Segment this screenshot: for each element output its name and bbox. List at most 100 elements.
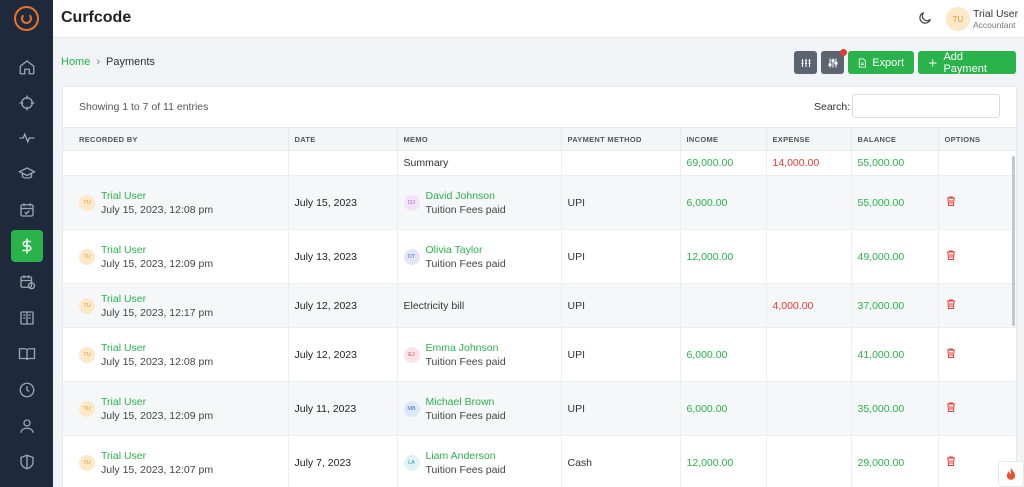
user-role: Accountant [973, 20, 1016, 30]
summary-row: Summary 69,000.00 14,000.00 55,000.00 [63, 150, 1016, 176]
entries-info: Showing 1 to 7 of 11 entries [79, 101, 209, 113]
breadcrumb-separator: › [96, 56, 101, 68]
clock-icon[interactable] [11, 374, 43, 406]
header-balance[interactable]: BALANCE [851, 127, 939, 151]
memo-text: Tuition Fees paid [425, 355, 506, 368]
recorded-at: July 15, 2023, 12:08 pm [101, 355, 214, 368]
table-row: TU Trial User July 15, 2023, 12:09 pm Ju… [63, 381, 1016, 436]
payment-method: UPI [561, 327, 681, 382]
recorder-link[interactable]: Trial User [101, 449, 147, 462]
memo-student-link[interactable]: Emma Johnson [425, 341, 499, 354]
memo-text: Tuition Fees paid [425, 463, 506, 476]
memo-student-link[interactable]: Liam Anderson [425, 449, 496, 462]
export-button[interactable]: Export [848, 51, 914, 74]
graduation-cap-icon[interactable] [11, 158, 43, 190]
delete-icon[interactable] [945, 195, 957, 207]
payments-table: RECORDED BY DATE MEMO PAYMENT METHOD INC… [63, 127, 1016, 487]
home-icon[interactable] [11, 51, 43, 83]
header-recorded-by[interactable]: RECORDED BY [63, 127, 289, 151]
calendar-clock-icon[interactable] [11, 266, 43, 298]
balance-value: 37,000.00 [851, 283, 939, 328]
recorded-at: July 15, 2023, 12:17 pm [101, 306, 214, 319]
user-icon[interactable] [11, 410, 43, 442]
expense-value [766, 229, 852, 284]
file-icon [858, 57, 866, 68]
table-header-row: RECORDED BY DATE MEMO PAYMENT METHOD INC… [63, 127, 1016, 151]
search-input[interactable] [852, 94, 1000, 118]
recorded-at: July 15, 2023, 12:09 pm [101, 257, 214, 270]
add-payment-button[interactable]: Add Payment [918, 50, 1016, 75]
memo-text: Electricity bill [397, 283, 562, 328]
balance-value: 29,000.00 [851, 435, 939, 487]
memo-text: Tuition Fees paid [425, 257, 506, 270]
payment-date: July 11, 2023 [288, 381, 398, 436]
search-label: Search: [814, 101, 851, 113]
delete-icon[interactable] [945, 298, 957, 310]
calendar-check-icon[interactable] [11, 194, 43, 226]
book-open-icon[interactable] [11, 302, 43, 334]
filter-button[interactable] [821, 51, 844, 74]
delete-icon[interactable] [945, 401, 957, 413]
payment-method: Cash [561, 435, 681, 487]
expense-value [766, 435, 852, 487]
app-logo-icon[interactable] [14, 6, 39, 31]
summary-income: 69,000.00 [680, 150, 767, 176]
recorder-link[interactable]: Trial User [101, 395, 147, 408]
columns-button[interactable] [794, 51, 817, 74]
user-avatar[interactable]: TU [946, 7, 970, 31]
recorder-avatar: TU [79, 194, 95, 211]
payment-date: July 7, 2023 [288, 435, 398, 487]
memo-text: Tuition Fees paid [425, 203, 506, 216]
memo-student-link[interactable]: David Johnson [425, 189, 495, 202]
recorder-link[interactable]: Trial User [101, 189, 147, 202]
payment-method: UPI [561, 175, 681, 230]
memo-student-link[interactable]: Michael Brown [425, 395, 495, 408]
payment-date: July 12, 2023 [288, 283, 398, 328]
expense-value [766, 327, 852, 382]
delete-icon[interactable] [945, 347, 957, 359]
income-value: 6,000.00 [680, 381, 767, 436]
breadcrumb-home-link[interactable]: Home [61, 56, 91, 68]
book-icon[interactable] [11, 338, 43, 370]
header-options: OPTIONS [938, 127, 1016, 151]
moon-icon[interactable] [917, 10, 933, 26]
balance-value: 35,000.00 [851, 381, 939, 436]
activity-icon[interactable] [11, 122, 43, 154]
income-value: 6,000.00 [680, 175, 767, 230]
app-title: Curfcode [61, 9, 132, 26]
breadcrumb-current: Payments [106, 56, 155, 68]
recorder-link[interactable]: Trial User [101, 243, 147, 256]
user-name: Trial User [973, 8, 1019, 20]
columns-icon [801, 58, 810, 67]
income-value: 12,000.00 [680, 435, 767, 487]
recorder-avatar: TU [79, 248, 95, 265]
add-payment-label: Add Payment [943, 50, 987, 75]
payment-method: UPI [561, 381, 681, 436]
memo-avatar: LA [403, 454, 420, 471]
header-memo[interactable]: MEMO [397, 127, 562, 151]
header-income[interactable]: INCOME [680, 127, 767, 151]
delete-icon[interactable] [945, 249, 957, 261]
summary-expense: 14,000.00 [766, 150, 852, 176]
dollar-icon[interactable] [11, 230, 43, 262]
recorder-link[interactable]: Trial User [101, 341, 147, 354]
target-icon[interactable] [11, 87, 43, 119]
balance-value: 41,000.00 [851, 327, 939, 382]
header-expense[interactable]: EXPENSE [766, 127, 852, 151]
memo-student-link[interactable]: Olivia Taylor [425, 243, 483, 256]
scrollbar[interactable] [1012, 156, 1015, 326]
sliders-icon [828, 58, 837, 67]
expense-value [766, 175, 852, 230]
shield-icon[interactable] [11, 446, 43, 478]
filter-badge [840, 49, 847, 56]
recorder-avatar: TU [79, 346, 95, 363]
flame-button[interactable] [998, 461, 1024, 487]
recorder-link[interactable]: Trial User [101, 292, 147, 305]
header-payment-method[interactable]: PAYMENT METHOD [561, 127, 681, 151]
table-row: TU Trial User July 15, 2023, 12:08 pm Ju… [63, 327, 1016, 382]
recorded-at: July 15, 2023, 12:07 pm [101, 463, 214, 476]
header-date[interactable]: DATE [288, 127, 398, 151]
delete-icon[interactable] [945, 455, 957, 467]
memo-avatar: OT [403, 248, 420, 265]
recorded-at: July 15, 2023, 12:08 pm [101, 203, 214, 216]
